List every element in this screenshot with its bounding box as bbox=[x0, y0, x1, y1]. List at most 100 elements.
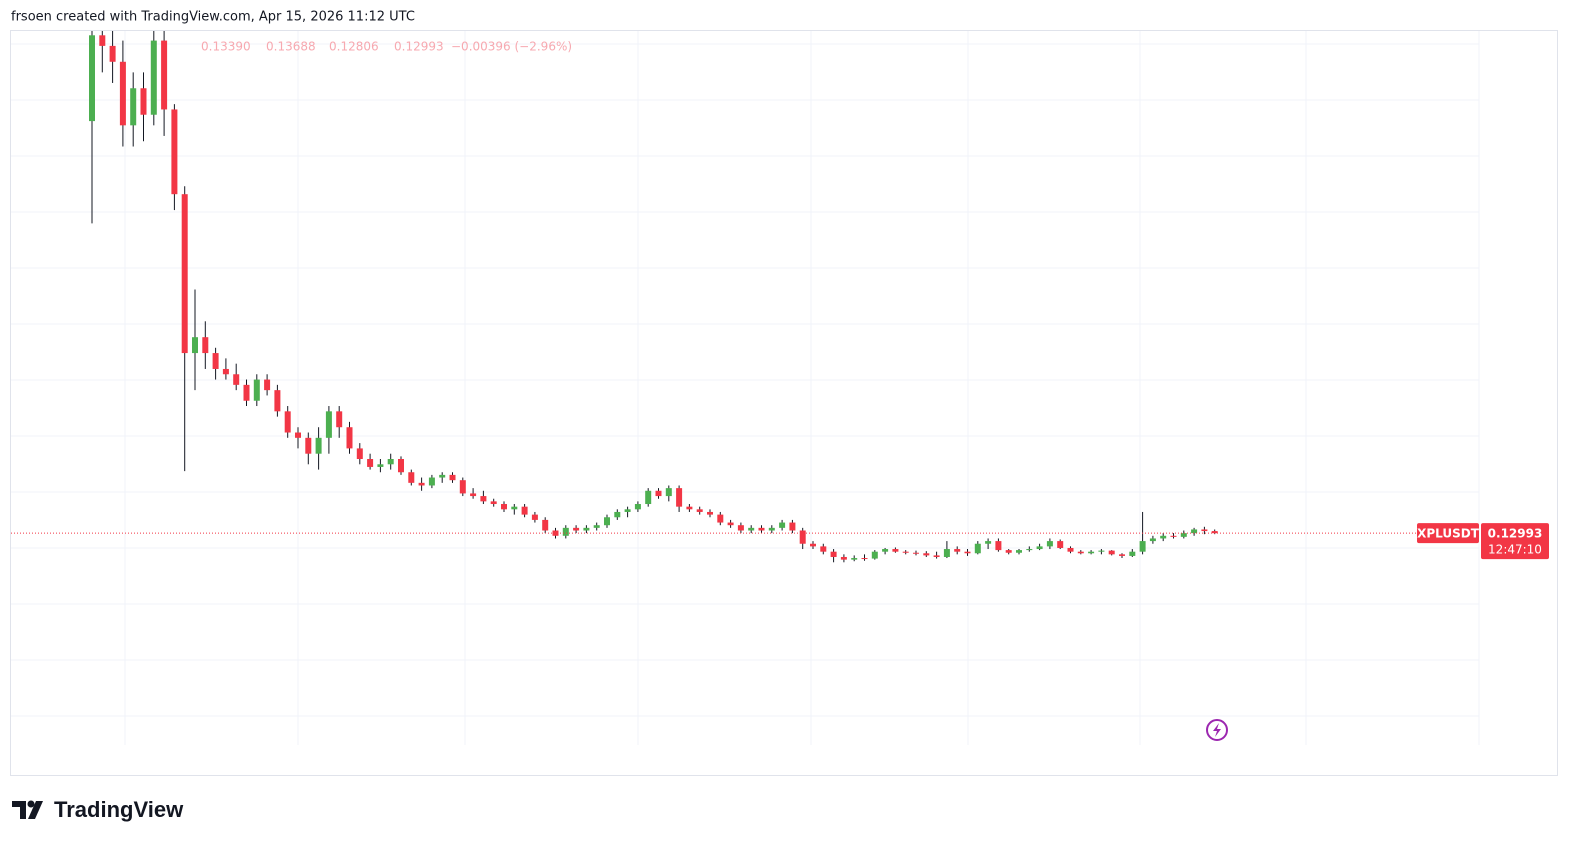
candle-body bbox=[552, 530, 559, 536]
candle-body bbox=[418, 482, 425, 486]
candle-body bbox=[634, 504, 641, 510]
candle-body bbox=[913, 552, 919, 554]
candle-body bbox=[119, 61, 126, 126]
symbol-badge bbox=[1417, 523, 1479, 544]
candle-body bbox=[387, 459, 394, 465]
candle-body bbox=[233, 374, 240, 385]
candle-body bbox=[356, 448, 363, 459]
candle-body bbox=[140, 88, 147, 115]
legend-low: 0.12806 bbox=[329, 40, 379, 54]
candle-body bbox=[892, 549, 899, 552]
candle-body bbox=[181, 194, 188, 354]
candle-body bbox=[1119, 554, 1125, 556]
candle-body bbox=[315, 437, 322, 454]
candle-body bbox=[954, 549, 961, 552]
price-badge bbox=[1481, 523, 1549, 560]
candle-body bbox=[645, 490, 652, 505]
candle-body bbox=[851, 558, 858, 560]
candle-body bbox=[284, 411, 291, 433]
candle-body bbox=[1129, 551, 1136, 556]
candle-body bbox=[1036, 546, 1043, 550]
candle-body bbox=[470, 493, 477, 497]
candle-body bbox=[274, 390, 281, 412]
candle-body bbox=[1057, 541, 1064, 548]
candle-body bbox=[1191, 529, 1198, 534]
ohlc-legend: 0.13390 0.13688 0.12806 0.12993 −0.00396… bbox=[201, 40, 572, 54]
candle-body bbox=[665, 488, 672, 497]
candle-body bbox=[428, 477, 435, 486]
candle-body bbox=[336, 411, 343, 428]
candle-body bbox=[150, 40, 157, 115]
candle-body bbox=[799, 530, 806, 544]
candle-body bbox=[985, 541, 992, 544]
candle-body bbox=[779, 522, 786, 528]
candle-body bbox=[882, 549, 889, 552]
candle-body bbox=[1211, 531, 1218, 534]
candle-body bbox=[655, 490, 662, 497]
brand-name: TradingView bbox=[54, 797, 184, 822]
candle-body bbox=[933, 555, 940, 557]
candle-body bbox=[542, 519, 549, 531]
candle-body bbox=[346, 427, 353, 449]
candle-body bbox=[295, 432, 301, 438]
candle-body bbox=[768, 527, 775, 531]
candle-body bbox=[840, 556, 847, 560]
candles bbox=[89, 31, 1218, 563]
candle-body bbox=[367, 459, 374, 467]
candle-body bbox=[748, 527, 755, 531]
candle-body bbox=[305, 437, 312, 454]
candle-body bbox=[676, 488, 683, 507]
candle-body bbox=[1098, 550, 1105, 552]
candle-body bbox=[480, 496, 487, 502]
candle-body bbox=[449, 474, 456, 481]
candle-body bbox=[1016, 550, 1022, 553]
candle-body bbox=[99, 35, 106, 46]
candle-body bbox=[408, 472, 415, 483]
candle-body bbox=[593, 525, 600, 528]
candle-body bbox=[243, 384, 250, 401]
candle-body bbox=[89, 35, 95, 122]
candle-body bbox=[604, 517, 610, 526]
price-label: 0.12993 bbox=[1488, 527, 1543, 541]
candle-body bbox=[202, 337, 209, 354]
candle-body bbox=[696, 509, 703, 512]
candle-body bbox=[1088, 551, 1095, 554]
candle-body bbox=[830, 551, 837, 557]
candle-body bbox=[398, 459, 404, 473]
candle-body bbox=[531, 514, 538, 520]
chart-frame bbox=[10, 30, 1558, 776]
grid bbox=[11, 31, 1480, 745]
candle-body bbox=[974, 543, 981, 554]
candle-body bbox=[1046, 541, 1053, 547]
candle-body bbox=[717, 514, 724, 523]
candle-body bbox=[1149, 538, 1156, 542]
candle-body bbox=[109, 45, 116, 62]
candle-body bbox=[1026, 549, 1033, 551]
candle-body bbox=[923, 553, 930, 556]
candle-body bbox=[161, 40, 168, 110]
candle-body bbox=[130, 88, 137, 126]
candle-body bbox=[583, 527, 590, 531]
candle-body bbox=[1201, 529, 1208, 532]
candle-body bbox=[171, 109, 178, 195]
legend-high: 0.13688 bbox=[266, 40, 316, 54]
candle-body bbox=[1160, 535, 1167, 539]
candle-body bbox=[789, 522, 796, 531]
lightning-icon[interactable] bbox=[1206, 719, 1228, 741]
candle-body bbox=[253, 379, 260, 401]
candle-body bbox=[727, 522, 734, 526]
candle-body bbox=[686, 506, 693, 510]
candle-body bbox=[377, 464, 384, 467]
candle-body bbox=[222, 368, 229, 375]
candle-body bbox=[707, 511, 713, 515]
candle-body bbox=[943, 549, 950, 557]
candle-body bbox=[758, 527, 765, 531]
countdown-label: 12:47:10 bbox=[1488, 543, 1542, 557]
candle-body bbox=[1139, 541, 1146, 552]
candle-body bbox=[737, 525, 744, 531]
candle-body bbox=[810, 543, 816, 547]
candle-body bbox=[1108, 550, 1115, 555]
candle-body bbox=[624, 509, 631, 512]
